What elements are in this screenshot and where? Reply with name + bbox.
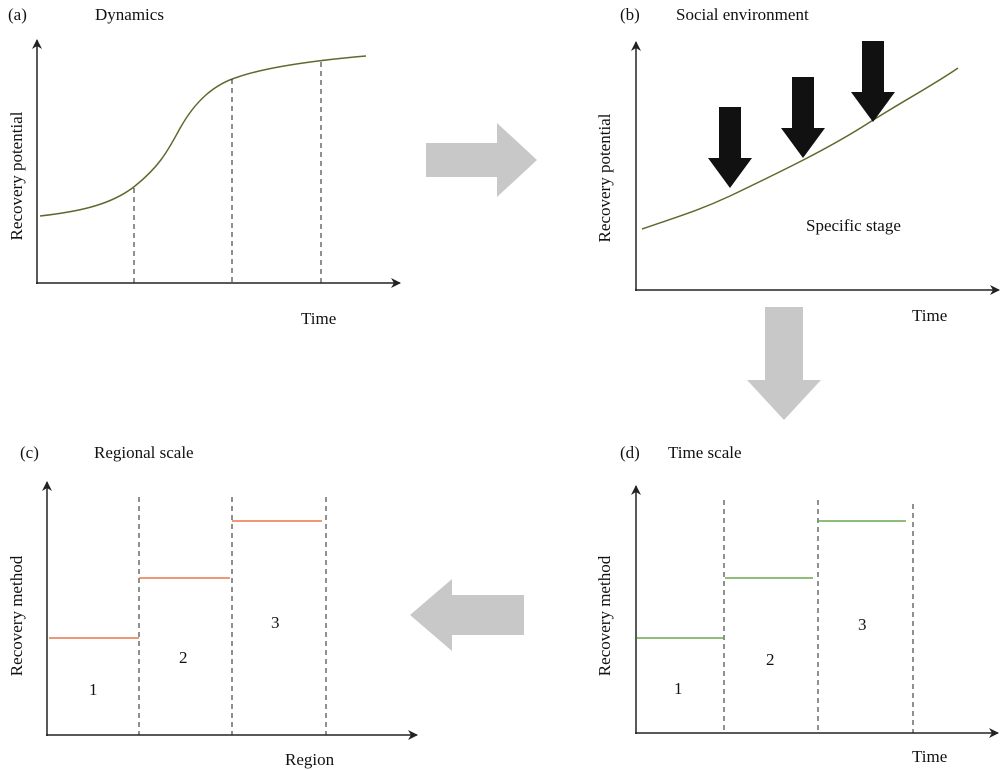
stage-number: 3: [858, 615, 867, 634]
panel-a-letter: (a): [8, 5, 27, 24]
panel-c-letter: (c): [20, 443, 39, 462]
y-axis-label: Recovery potential: [595, 113, 614, 242]
stage-number: 3: [271, 613, 280, 632]
flow-arrow-right-icon: [426, 123, 537, 197]
recovery-curve: [39, 55, 367, 217]
panel-d-title: Time scale: [668, 443, 742, 462]
panel-b-letter: (b): [620, 5, 640, 24]
panel-d-letter: (d): [620, 443, 640, 462]
stage-number: 2: [766, 650, 775, 669]
recovery-curve: [641, 67, 959, 230]
y-axis-label: Recovery method: [595, 555, 614, 676]
y-axis-label: Recovery potential: [7, 111, 26, 240]
panel-c-title: Regional scale: [94, 443, 194, 462]
specific-stage-label: Specific stage: [806, 216, 901, 235]
x-axis-label: Time: [912, 306, 947, 325]
panel-b: (b) Social environment Specific stage Ti…: [595, 5, 1000, 325]
panel-c: (c) Regional scale 1 2 3 Region Recovery…: [7, 443, 418, 769]
panel-a-title: Dynamics: [95, 5, 164, 24]
panel-a: (a) Dynamics Time Recovery potential: [7, 5, 401, 328]
panel-b-title: Social environment: [676, 5, 809, 24]
x-axis-label: Time: [912, 747, 947, 766]
stage-number: 2: [179, 648, 188, 667]
pressure-arrow-icon: [781, 77, 825, 158]
stage-number: 1: [674, 679, 683, 698]
x-axis-label: Time: [301, 309, 336, 328]
pressure-arrow-icon: [708, 107, 752, 188]
pressure-arrow-icon: [851, 41, 895, 122]
flow-arrow-down-icon: [747, 307, 821, 420]
panel-d: (d) Time scale 1 2 3 Time Recovery metho…: [595, 443, 999, 766]
x-axis-label: Region: [285, 750, 335, 769]
stage-number: 1: [89, 680, 98, 699]
flow-arrow-left-icon: [410, 579, 524, 651]
y-axis-label: Recovery method: [7, 555, 26, 676]
